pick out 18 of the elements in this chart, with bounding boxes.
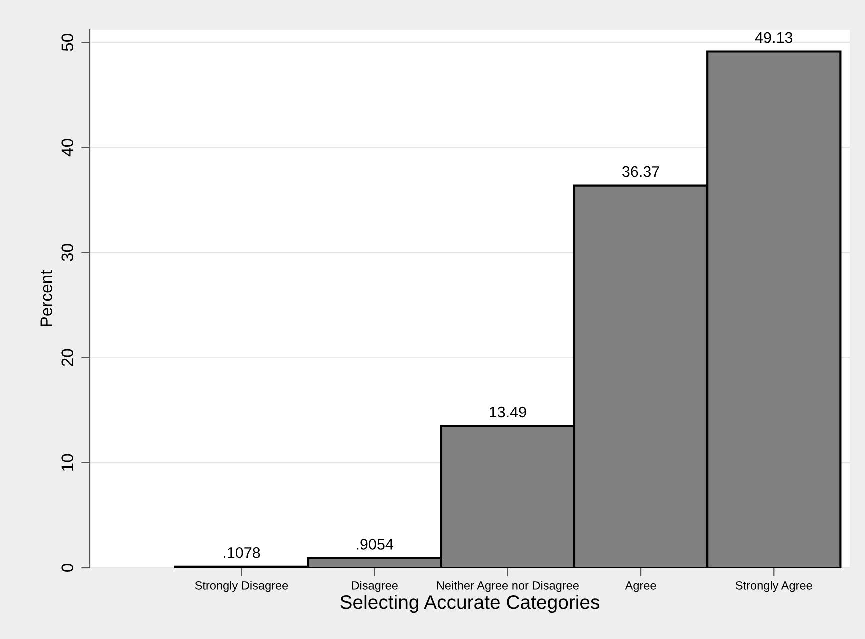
- data-label: .1078: [224, 547, 260, 558]
- y-tick-label: 0: [62, 564, 74, 572]
- x-tick-label: Disagree: [352, 581, 398, 592]
- y-tick-label: 20: [62, 349, 74, 366]
- data-label: .9054: [357, 539, 394, 550]
- x-tick-label: Strongly Agree: [736, 581, 812, 592]
- y-axis-title: Percent: [40, 270, 52, 326]
- y-tick-label: 10: [62, 454, 74, 471]
- y-tick-label: 30: [62, 244, 74, 262]
- x-tick-label: Strongly Disagree: [195, 581, 288, 592]
- data-label: 49.13: [755, 32, 793, 44]
- data-label: 13.49: [490, 406, 526, 418]
- x-tick-label: Neither Agree nor Disagree: [437, 581, 579, 592]
- x-axis-title: Selecting Accurate Categories: [340, 594, 600, 614]
- y-tick-label: 40: [62, 139, 74, 157]
- y-tick-label: 50: [62, 34, 74, 52]
- x-tick-label: Agree: [625, 582, 656, 592]
- data-label: 36.37: [622, 166, 660, 178]
